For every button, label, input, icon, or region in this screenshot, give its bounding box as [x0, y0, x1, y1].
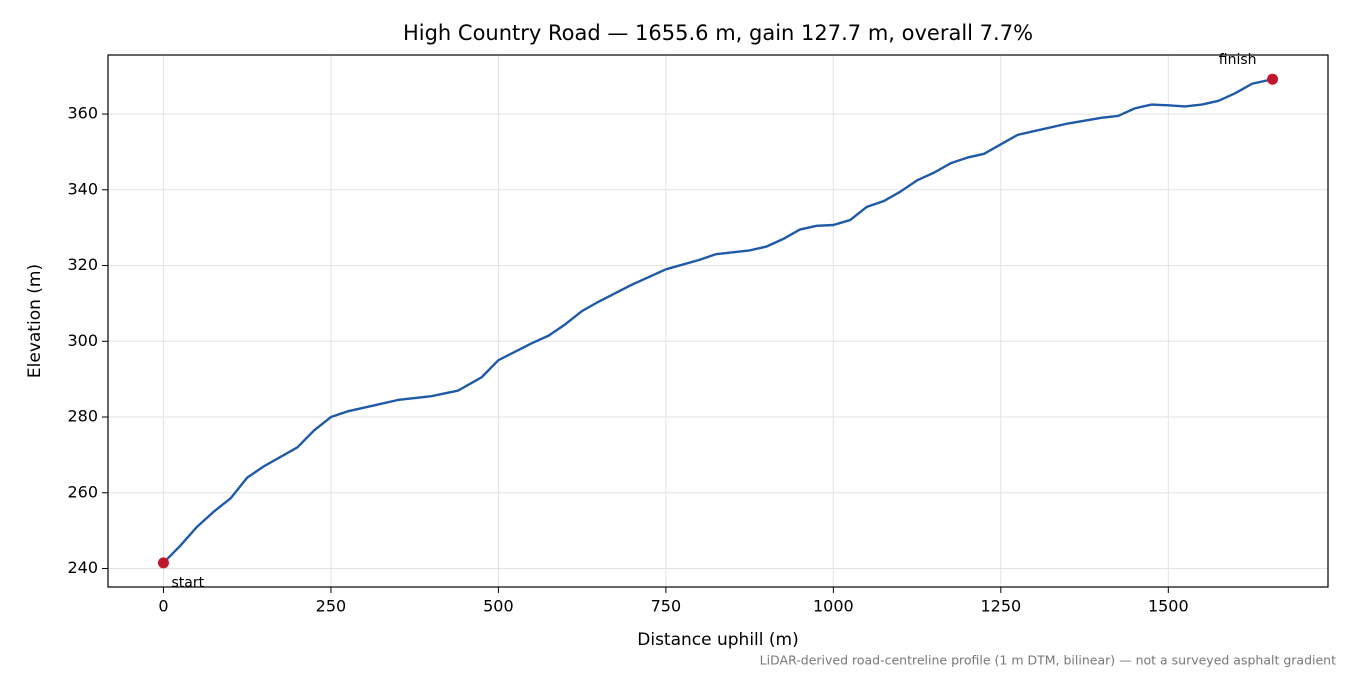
footnote: LiDAR-derived road-centreline profile (1…	[760, 653, 1336, 668]
y-tick-label: 300	[67, 331, 98, 350]
endpoint-label: finish	[1219, 52, 1257, 68]
x-tick-label: 1000	[813, 597, 854, 616]
x-tick-label: 250	[316, 597, 347, 616]
x-tick-label: 0	[158, 597, 168, 616]
plot-frame	[107, 54, 1329, 588]
y-tick-label: 280	[67, 407, 98, 426]
endpoint-marker	[157, 557, 169, 569]
y-axis-label: Elevation (m)	[25, 264, 45, 378]
x-tick-label: 750	[651, 597, 682, 616]
x-axis-label: Distance uphill (m)	[637, 630, 798, 650]
y-tick-label: 320	[67, 255, 98, 274]
chart-title: High Country Road — 1655.6 m, gain 127.7…	[403, 21, 1033, 45]
y-tick-label: 340	[67, 179, 98, 198]
endpoint-marker	[1267, 73, 1279, 85]
y-tick-label: 240	[67, 558, 98, 577]
x-tick-label: 1500	[1148, 597, 1189, 616]
x-tick-label: 1250	[980, 597, 1021, 616]
y-tick-label: 360	[67, 104, 98, 123]
x-tick-label: 500	[483, 597, 514, 616]
elevation-line	[162, 78, 1273, 564]
endpoint-label: start	[171, 575, 204, 591]
y-tick-label: 260	[67, 482, 98, 501]
